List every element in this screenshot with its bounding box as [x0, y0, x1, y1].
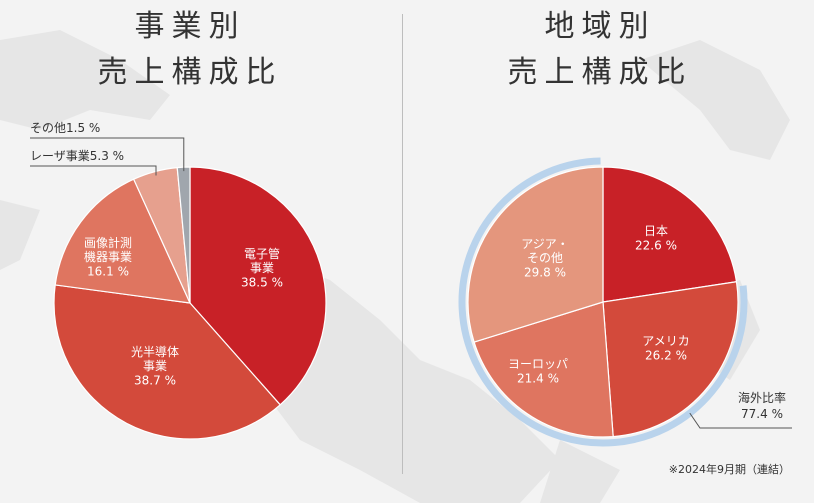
slice-label-line: 光半導体 — [131, 345, 179, 359]
overseas-label: 海外比率 77.4 % — [738, 390, 786, 421]
leader-line — [689, 412, 792, 429]
slice-label-line: 38.7 % — [134, 374, 176, 388]
overseas-label-line: 77.4 % — [741, 407, 783, 421]
pie-slice — [602, 166, 738, 303]
slice-label-line: 事業 — [250, 261, 274, 275]
slice-label-line: 画像計測 — [84, 235, 132, 250]
slice-label: 電子管事業 38.5 % — [241, 246, 283, 290]
slice-label-line: 38.5 % — [241, 276, 283, 290]
slice-label-line: アジア・ — [521, 237, 569, 251]
slice-label-line: 22.6 % — [635, 238, 677, 252]
footnote: ※2024年9月期（連結） — [668, 463, 790, 476]
slice-label-line: 日本 — [644, 224, 668, 238]
overseas-ring — [458, 157, 748, 447]
title-line: 売上構成比 — [97, 55, 283, 90]
chart-title-region: 地域別 売上構成比 — [470, 4, 730, 96]
slice-label-line: アメリカ — [642, 334, 689, 348]
slice-label: ヨーロッパ 21.4 % — [508, 357, 568, 385]
pie-slice — [473, 301, 614, 438]
slice-label-line: 機器事業 — [84, 249, 132, 264]
chart-title-business: 事業別 売上構成比 — [60, 4, 320, 96]
slice-label: 画像計測機器事業 16.1 % — [84, 235, 132, 279]
slice-label-line: レーザ事業5.3 % — [30, 149, 124, 163]
slice-label: レーザ事業5.3 % — [30, 149, 124, 163]
slice-label: 光半導体事業 38.7 % — [131, 345, 179, 388]
leader-line — [30, 165, 157, 176]
slice-label: アメリカ 26.2 % — [642, 334, 689, 362]
slice-label: その他1.5 % — [30, 121, 100, 135]
pie-slice — [467, 166, 604, 343]
overseas-label-line: 海外比率 — [738, 390, 786, 405]
slice-label-line: 電子管 — [244, 246, 280, 261]
slice-label-line: ヨーロッパ — [508, 357, 568, 371]
pie-slice — [54, 178, 191, 304]
slice-label-line: 29.8 % — [524, 266, 566, 280]
slice-label-line: 21.4 % — [517, 371, 559, 385]
title-line: 事業別 — [134, 9, 246, 44]
map-silhouette — [0, 30, 790, 503]
slice-label: 日本 22.6 % — [635, 224, 677, 252]
pie-slice — [189, 166, 327, 406]
slice-label-line: 事業 — [143, 359, 167, 373]
leader-line — [30, 137, 185, 172]
pie-slice — [53, 284, 282, 440]
slice-label-line: 26.2 % — [645, 348, 687, 362]
title-line: 売上構成比 — [507, 55, 693, 90]
title-line: 地域別 — [544, 9, 656, 44]
divider — [402, 14, 403, 474]
slice-label-line: その他1.5 % — [30, 121, 100, 135]
slice-label-line: 16.1 % — [87, 265, 129, 279]
slice-label-line: その他 — [527, 251, 563, 265]
slice-label: アジア・その他 29.8 % — [521, 237, 569, 280]
pie-slice — [602, 281, 739, 438]
